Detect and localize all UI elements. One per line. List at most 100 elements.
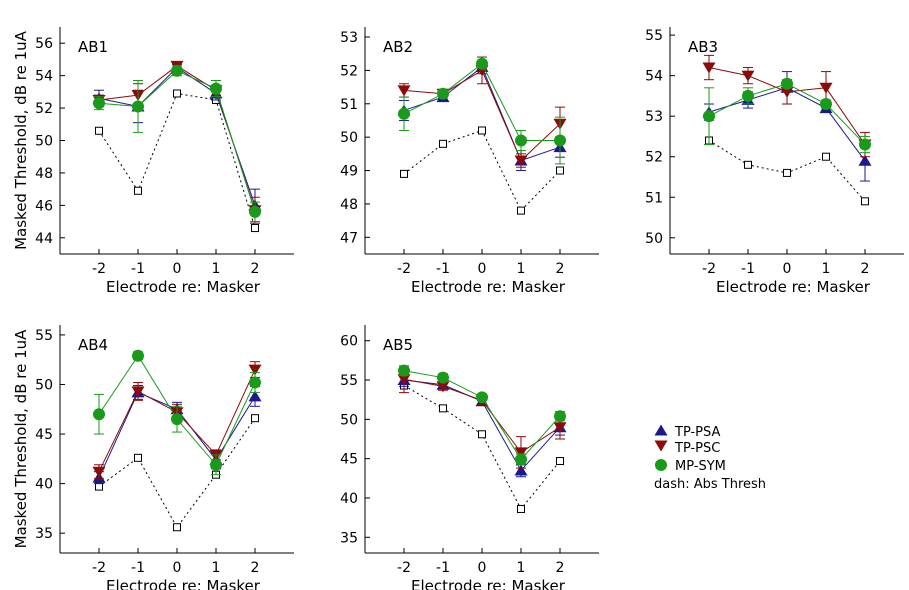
y-tick-label: 55 [35, 328, 53, 344]
series-tp-psa [92, 61, 262, 223]
data-point-abs [478, 430, 486, 439]
data-point-tp-psc [514, 155, 528, 167]
data-point-mp-sym [437, 87, 449, 100]
x-tick-label: -1 [741, 261, 755, 277]
series-line-abs [98, 417, 256, 529]
data-point-abs [134, 453, 142, 462]
y-tick-label: 45 [340, 452, 358, 468]
data-point-tp-psc [780, 86, 794, 98]
x-tick-label: 2 [556, 560, 565, 576]
data-point-abs [556, 166, 564, 175]
data-point-abs [822, 152, 830, 161]
x-tick-label: 0 [173, 261, 182, 277]
y-tick-label: 50 [340, 412, 358, 428]
y-tick-label: 53 [340, 30, 358, 46]
x-axis-title: Electrode re: Masker [106, 577, 261, 590]
x-tick-label: -2 [92, 261, 106, 277]
x-tick-label: 2 [251, 261, 260, 277]
data-point-mp-sym [554, 134, 566, 147]
data-point-abs [400, 169, 408, 178]
data-point-mp-sym [703, 110, 715, 123]
panel-title: AB1 [78, 38, 108, 56]
y-tick-label: 47 [340, 230, 358, 246]
data-point-abs [173, 523, 181, 532]
x-tick-label: 2 [556, 261, 565, 277]
y-tick-label: 52 [645, 150, 663, 166]
data-point-mp-sym [249, 376, 261, 389]
series-abs [705, 136, 869, 206]
x-tick-label: 1 [212, 261, 221, 277]
y-tick-label: 48 [35, 166, 53, 182]
series-abs [400, 126, 564, 215]
legend-marker-mp-sym [655, 459, 667, 471]
data-point-mp-sym [398, 364, 410, 377]
data-point-mp-sym [476, 57, 488, 70]
x-axis-title: Electrode re: Masker [716, 278, 871, 296]
y-tick-label: 50 [645, 231, 663, 247]
data-point-abs [173, 89, 181, 98]
legend-entry-mp-sym: MP-SYM [655, 459, 726, 474]
x-tick-label: -1 [131, 560, 145, 576]
series-mp-sym [398, 57, 566, 165]
data-point-mp-sym [93, 97, 105, 110]
legend-label-mp-sym: MP-SYM [675, 459, 726, 474]
y-tick-label: 45 [35, 427, 53, 443]
y-tick-label: 51 [340, 97, 358, 113]
data-point-abs [251, 224, 259, 233]
legend-label-tp-psa: TP-PSA [674, 425, 721, 440]
x-tick-label: 2 [861, 261, 870, 277]
data-point-tp-psa [248, 390, 262, 402]
y-tick-label: 44 [35, 231, 53, 247]
series-mp-sym [93, 349, 261, 476]
series-abs [400, 381, 564, 513]
data-point-mp-sym [437, 371, 449, 384]
y-tick-label: 49 [340, 164, 358, 180]
series-tp-psa [92, 384, 262, 485]
x-tick-label: -1 [131, 261, 145, 277]
x-axis-title: Electrode re: Masker [106, 278, 261, 296]
data-point-mp-sym [249, 205, 261, 218]
y-tick-label: 54 [35, 69, 53, 85]
series-tp-psa [397, 373, 567, 478]
y-axis-title: Masked Threshold, dB re 1uA [12, 30, 30, 250]
panel-title: AB3 [688, 38, 718, 56]
data-point-mp-sym [554, 410, 566, 423]
data-point-abs [478, 126, 486, 135]
y-axis-title: Masked Threshold, dB re 1uA [12, 329, 30, 549]
legend-marker-tp-psc [654, 440, 668, 452]
data-point-abs [783, 168, 791, 177]
data-point-mp-sym [476, 391, 488, 404]
data-point-mp-sym [93, 408, 105, 421]
series-line-tp-psc [403, 378, 561, 454]
panel-title: AB2 [383, 38, 413, 56]
series-mp-sym [93, 64, 261, 223]
data-point-tp-psc [553, 422, 567, 434]
legend-label-tp-psc: TP-PSC [674, 441, 720, 456]
y-tick-label: 55 [645, 28, 663, 44]
data-point-abs [556, 457, 564, 466]
x-tick-label: 0 [173, 560, 182, 576]
x-tick-label: -1 [436, 560, 450, 576]
y-tick-label: 50 [35, 377, 53, 393]
y-tick-label: 46 [35, 198, 53, 214]
y-tick-label: 60 [340, 334, 358, 350]
data-point-mp-sym [859, 138, 871, 151]
x-tick-label: 0 [478, 261, 487, 277]
data-point-abs [517, 504, 525, 513]
data-point-tp-psc [741, 70, 755, 82]
data-point-mp-sym [515, 134, 527, 147]
series-line-abs [403, 129, 561, 212]
data-point-tp-psc [702, 62, 716, 74]
panel-title: AB4 [78, 336, 108, 354]
data-point-abs [95, 126, 103, 135]
x-tick-label: 1 [517, 560, 526, 576]
legend: TP-PSA TP-PSC MP-SYM dash: Abs Thresh [654, 424, 766, 492]
y-tick-label: 50 [35, 134, 53, 150]
series-mp-sym [703, 77, 871, 154]
x-tick-label: 0 [478, 560, 487, 576]
y-tick-label: 50 [340, 130, 358, 146]
panel-title: AB5 [383, 336, 413, 354]
data-point-abs [439, 404, 447, 413]
data-point-tp-psc [819, 82, 833, 94]
